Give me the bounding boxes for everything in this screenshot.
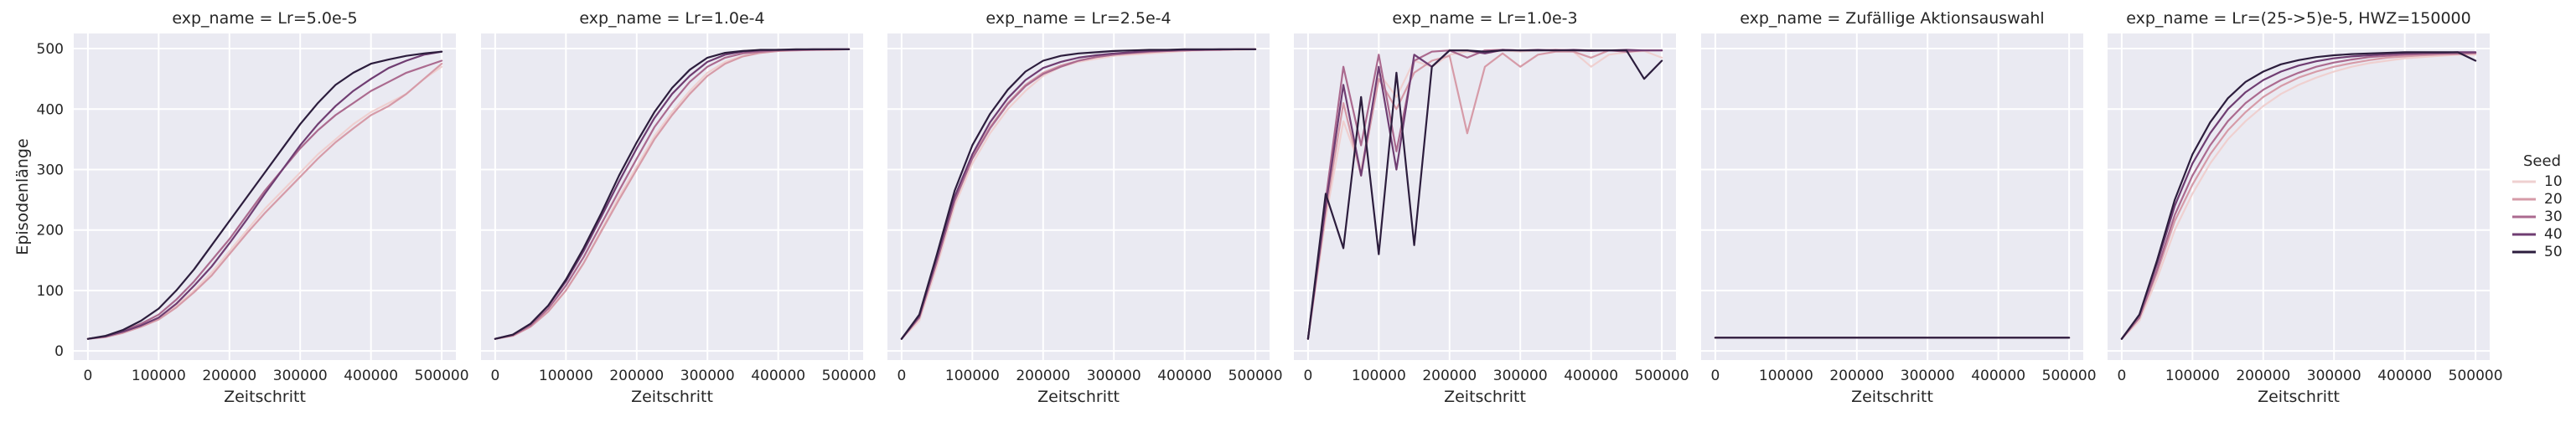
y-axis-label: Episodenlänge [13,138,32,255]
panel-5: exp_name = Zufällige Aktionsauswahl 0 1000… [1701,9,2097,406]
panel-6: exp_name = Lr=(25->5)e-5, HWZ=150000 0 100… [2108,9,2503,406]
legend-label-30: 30 [2544,208,2563,225]
y-tick-label: 500 [37,41,64,58]
x-tick-label: 100000 [132,368,186,384]
series-line-seed-20 [2120,52,2477,340]
x-tick-label: 300000 [1087,368,1141,384]
x-tick-label: 300000 [1493,368,1548,384]
x-tick-label: 300000 [2307,368,2361,384]
x-tick-label: 100000 [1759,368,1813,384]
legend-label-50: 50 [2544,244,2563,260]
series-line-seed-10 [2120,54,2477,340]
x-axis-label: Zeitschritt [631,388,713,406]
panel-background [2108,33,2490,360]
x-tick-label: 200000 [1016,368,1070,384]
panel-title: exp_name = Lr=2.5e-4 [985,9,1171,28]
series-line-seed-20 [86,63,443,340]
legend-title: Seed [2523,152,2561,170]
x-tick-label: 300000 [680,368,735,384]
x-tick-label: 500000 [2449,368,2503,384]
legend-label-10: 10 [2544,173,2563,190]
x-tick-label: 100000 [1352,368,1406,384]
panel-2: exp_name = Lr=1.0e-4 0 100000 200000 300000 4… [481,9,877,406]
x-tick-label: 400000 [1564,368,1618,384]
panel-title: exp_name = Lr=1.0e-3 [1392,9,1577,28]
x-tick-label: 200000 [2236,368,2290,384]
series-line-seed-50 [494,48,851,340]
y-tick-label: 200 [37,223,64,239]
legend-label-20: 20 [2544,191,2563,208]
x-tick-label: 100000 [2165,368,2220,384]
panel-background [1294,33,1676,360]
series-line-seed-30 [2120,52,2477,340]
x-tick-label: 500000 [2042,368,2097,384]
series-line-seed-50 [1306,49,1663,340]
series-line-seed-30 [86,59,443,340]
y-tick-label: 300 [37,162,64,179]
panel-4: exp_name = Lr=1.0e-3 0 100000 200000 300000 4… [1294,9,1689,406]
x-axis-label: Zeitschritt [224,388,306,406]
panel-title: exp_name = Lr=5.0e-5 [172,9,357,28]
panel-1: exp_name = Lr=5.0e-5 0 100000 200000 300000 4… [13,9,469,406]
x-axis-label: Zeitschritt [1851,388,1933,406]
x-tick-label: 0 [490,368,499,384]
panel-background [887,33,1270,360]
x-tick-label: 200000 [609,368,664,384]
x-tick-label: 100000 [539,368,593,384]
panel-title: exp_name = Zufällige Aktionsauswahl [1740,9,2044,28]
x-tick-label: 400000 [2377,368,2432,384]
panel-title: exp_name = Lr=(25->5)e-5, HWZ=150000 [2126,9,2470,28]
y-tick-label: 0 [54,343,64,360]
x-tick-label: 200000 [202,368,256,384]
x-tick-label: 400000 [344,368,398,384]
x-tick-label: 500000 [415,368,469,384]
x-tick-label: 400000 [1157,368,1212,384]
series-line-seed-50 [2120,51,2477,340]
panel-background [1701,33,2083,360]
x-tick-label: 300000 [273,368,328,384]
x-tick-label: 200000 [1422,368,1477,384]
panel-background [74,33,456,360]
x-tick-label: 0 [83,368,92,384]
x-tick-label: 400000 [751,368,805,384]
x-tick-label: 500000 [822,368,877,384]
panel-title: exp_name = Lr=1.0e-4 [579,9,764,28]
x-axis-label: Zeitschritt [1037,388,1120,406]
x-tick-label: 300000 [1901,368,1955,384]
legend-label-40: 40 [2544,226,2563,243]
x-tick-label: 0 [1303,368,1312,384]
x-tick-label: 100000 [945,368,1000,384]
panel-background [481,33,863,360]
x-tick-label: 500000 [1229,368,1283,384]
series-line-seed-50 [86,50,443,340]
x-axis-label: Zeitschritt [2258,388,2340,406]
x-tick-label: 0 [1710,368,1720,384]
x-tick-label: 500000 [1635,368,1689,384]
y-tick-label: 400 [37,101,64,118]
y-tick-label: 100 [37,283,64,300]
x-tick-label: 200000 [1829,368,1884,384]
series-line-seed-50 [900,48,1257,340]
panel-3: exp_name = Lr=2.5e-4 0 100000 200000 300000 4… [887,9,1283,406]
x-axis-label: Zeitschritt [1444,388,1526,406]
series-line-seed-40 [86,50,443,340]
x-tick-label: 0 [2117,368,2126,384]
x-tick-label: 0 [897,368,906,384]
x-tick-label: 400000 [1971,368,2025,384]
